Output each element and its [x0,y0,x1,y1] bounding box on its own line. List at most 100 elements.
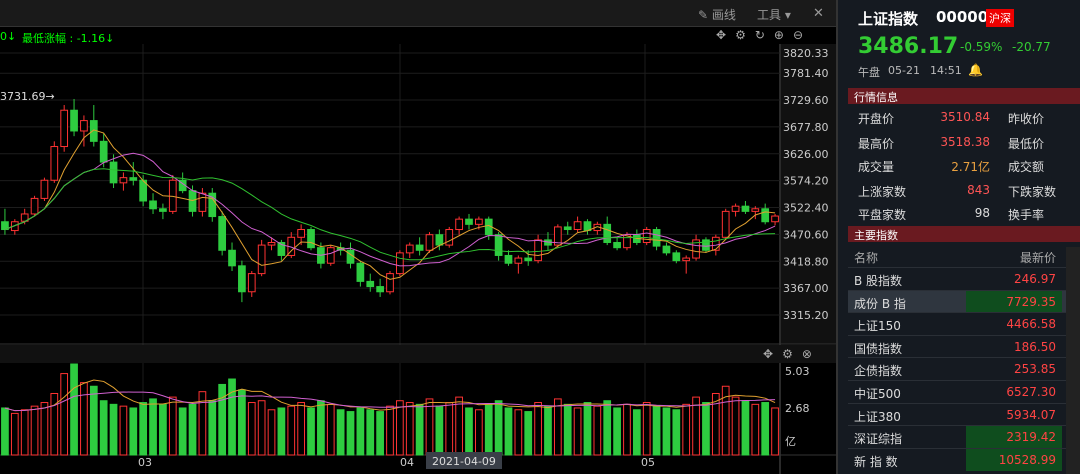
candle-body [573,221,582,231]
volume-bar [455,396,463,456]
volume-bar [238,389,246,456]
price-tick-label: 3729.60 [783,94,829,107]
price-tick-label: 3418.80 [783,255,829,268]
index-row-name: 中证500 [854,387,901,401]
move-icon[interactable]: ✥ [763,347,783,361]
price-tick-label: 3470.60 [783,228,829,241]
tools-menu-button[interactable]: 工具 ▾ [757,8,791,22]
ma20-line [4,168,776,261]
zoom-in-icon[interactable]: ⊕ [773,28,793,42]
crosshair-date-box [426,452,502,469]
volume-bar [307,407,315,456]
index-row[interactable]: 深证综指 2319.42 [848,425,1080,449]
candle-body [563,226,572,231]
volume-bar [514,409,523,456]
candle-body [741,205,750,212]
x-tick-label: 04 [400,456,414,469]
candle-body [405,244,414,254]
index-row[interactable]: 企债指数 253.85 [848,357,1080,379]
volume-bar [632,409,641,456]
close-icon[interactable]: ✕ [813,6,824,21]
peak-price-label: 3731.69→ [0,90,55,103]
index-change-pct: -0.59% [960,40,1003,54]
index-row[interactable]: 中证500 6527.30 [848,380,1080,402]
index-row[interactable]: 新 指 数 10528.99 [848,447,1080,471]
volume-bar [257,400,266,456]
info-cut-value: 0↓ [0,30,17,43]
candle-body [761,208,770,223]
column-price-header[interactable]: 最新价 [1019,251,1056,265]
volume-bar [593,405,602,456]
volume-bar [672,409,681,456]
close-icon[interactable]: ⊗ [801,347,821,361]
index-row[interactable]: B 股指数 246.97 [848,267,1080,289]
move-icon[interactable]: ✥ [716,28,736,42]
volume-bar [682,403,691,456]
volume-bar [139,402,148,456]
volume-bar [415,403,424,456]
volume-bar [267,409,276,456]
refresh-icon[interactable]: ↻ [754,28,774,42]
chart-toolbar: ✎ 画线 工具 ▾ ✕ [0,0,836,27]
volume-bar [613,407,621,456]
candle-body [524,257,533,262]
volume-bar [317,400,325,456]
index-row-name: 企债指数 [854,364,903,379]
candle-body [198,192,207,212]
zoom-out-icon[interactable]: ⊖ [792,28,813,42]
candle-body [504,254,513,264]
candle-body [267,241,276,246]
volume-tick-label: 亿 [785,435,796,448]
volume-bar [326,403,335,456]
turnover-label: 换手率 [1008,208,1045,222]
gear-icon[interactable]: ⚙ [782,347,802,361]
volume-bar [544,405,552,456]
volume-bar [484,403,493,456]
volume-bar [465,407,473,456]
index-row[interactable]: 上证150 4466.58 [848,312,1080,334]
scrollbar[interactable] [1066,247,1080,474]
index-row[interactable]: 成份 B 指 7729.35 [848,289,1080,313]
price-tick-label: 3574.20 [783,175,829,188]
volume-bar [228,378,236,456]
candle-body [60,109,69,148]
candle-body [751,208,760,212]
volume-bar [652,405,661,456]
column-name-header[interactable]: 名称 [854,251,879,265]
x-tick-label: 05 [641,456,655,469]
kline-chart[interactable]: 3820.33 3781.40 3729.60 3677.80 3626.00 3574.… [0,0,836,474]
price-highlight [966,290,1062,313]
candle-body [257,244,266,275]
crosshair-date-label: 2021-04-09 [432,455,496,468]
volume-bar [475,409,483,456]
candle-body [534,239,542,262]
bell-icon[interactable]: 🔔 [968,63,983,77]
index-row[interactable]: 国债指数 186.50 [848,334,1080,357]
candle-body [326,247,335,264]
volume-bar [10,412,19,456]
index-row[interactable]: 上证380 5934.07 [848,402,1080,425]
candle-body [307,229,315,249]
index-row-price: 2319.42 [1006,430,1056,445]
candle-body [129,177,138,181]
volume-bar [297,402,305,456]
candle-body [425,234,434,251]
prev-close-label: 昨收价 [1008,112,1045,126]
open-value: 3510.84 [940,110,990,124]
index-row-price: 253.85 [1014,362,1056,377]
volume-bar [563,403,572,456]
volume-bar [573,407,582,456]
gear-icon[interactable]: ⚙ [735,28,755,42]
price-tick-label: 3522.40 [783,202,829,215]
draw-tool-button[interactable]: ✎ 画线 [698,8,736,22]
high-value: 3518.38 [940,135,990,149]
candle-body [218,216,227,251]
index-row-price: 4466.58 [1006,317,1056,332]
candle-body [277,241,286,256]
high-label: 最高价 [858,137,895,151]
volume-controls: ✥⚙⊗ [763,347,821,361]
volume-bar [702,402,710,456]
indices-table-header: 名称 最新价 [848,247,1080,265]
index-row-price: 7729.35 [1006,294,1056,309]
volume-bar [356,407,365,456]
